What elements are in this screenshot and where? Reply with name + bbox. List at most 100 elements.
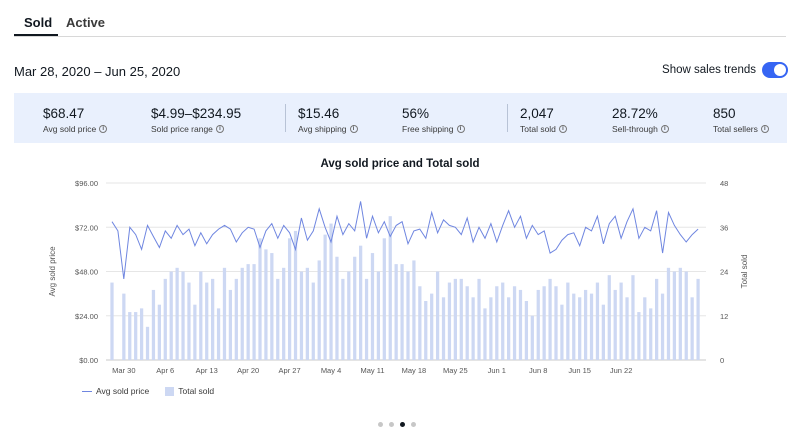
bar bbox=[501, 282, 505, 360]
selected-tab-indicator bbox=[14, 34, 58, 36]
bar bbox=[631, 275, 635, 360]
stat-sold-price-range: $4.99–$234.95 Sold price range i bbox=[151, 106, 241, 134]
bar bbox=[660, 293, 665, 360]
bar bbox=[252, 264, 256, 360]
bar bbox=[347, 271, 351, 360]
y-right-tick-label: 36 bbox=[720, 223, 728, 232]
tab-active[interactable]: Active bbox=[66, 15, 106, 30]
x-tick-label: Jun 22 bbox=[610, 366, 633, 375]
bar bbox=[264, 249, 268, 360]
bar bbox=[228, 289, 233, 360]
stat-sell-through: 28.72% Sell-through i bbox=[612, 106, 669, 134]
stat-label: Sold price range bbox=[151, 124, 213, 134]
x-tick-label: May 4 bbox=[321, 366, 341, 375]
x-tick-label: Apr 27 bbox=[279, 366, 301, 375]
y-left-tick-label: $24.00 bbox=[75, 312, 98, 321]
bar bbox=[169, 271, 173, 360]
bar bbox=[477, 278, 481, 360]
legend-total-sold[interactable]: Total sold bbox=[178, 386, 215, 396]
info-icon[interactable]: i bbox=[349, 125, 358, 133]
bar bbox=[400, 264, 404, 360]
avg-price-line bbox=[111, 201, 699, 279]
stat-label: Total sellers bbox=[713, 124, 758, 134]
bar bbox=[578, 297, 582, 360]
bar bbox=[388, 216, 392, 360]
stat-value: 850 bbox=[713, 106, 736, 121]
bar bbox=[613, 289, 617, 360]
x-tick-label: Jun 8 bbox=[529, 366, 547, 375]
date-range: Mar 28, 2020 – Jun 25, 2020 bbox=[14, 64, 181, 79]
stats-panel: $68.47 Avg sold price i $4.99–$234.95 Sol… bbox=[14, 93, 787, 143]
bar bbox=[299, 271, 304, 360]
bar bbox=[625, 297, 629, 360]
bar bbox=[282, 267, 286, 360]
carousel-pagination bbox=[378, 422, 416, 427]
bar bbox=[666, 267, 671, 360]
carousel-dot-active[interactable] bbox=[400, 422, 405, 427]
bar bbox=[110, 282, 114, 360]
y-left-axis-title: Avg sold price bbox=[48, 246, 57, 297]
bar bbox=[530, 315, 534, 360]
bar bbox=[536, 289, 540, 360]
carousel-dot[interactable] bbox=[411, 422, 416, 427]
bar bbox=[619, 282, 623, 360]
tab-sold[interactable]: Sold bbox=[24, 15, 53, 30]
carousel-dot[interactable] bbox=[389, 422, 394, 427]
x-tick-label: Jun 15 bbox=[568, 366, 591, 375]
bar bbox=[678, 267, 682, 360]
legend-avg-sold-price[interactable]: Avg sold price bbox=[96, 386, 150, 396]
bar bbox=[637, 312, 641, 360]
bar bbox=[649, 308, 653, 360]
bar bbox=[382, 238, 386, 360]
info-icon[interactable]: i bbox=[99, 125, 108, 133]
bar bbox=[441, 297, 446, 360]
bar bbox=[258, 238, 262, 360]
bar bbox=[459, 278, 463, 360]
stat-total-sold: 2,047 Total sold i bbox=[520, 106, 567, 134]
bar bbox=[163, 278, 167, 360]
sales-trends-toggle[interactable] bbox=[762, 62, 788, 78]
toggle-knob bbox=[774, 64, 786, 76]
info-icon[interactable]: i bbox=[215, 125, 224, 133]
y-right-tick-label: 48 bbox=[720, 179, 728, 188]
info-icon[interactable]: i bbox=[760, 125, 769, 133]
y-right-tick-label: 0 bbox=[720, 356, 724, 365]
stat-value: $15.46 bbox=[298, 106, 340, 121]
bar bbox=[287, 238, 292, 360]
divider bbox=[285, 104, 286, 132]
bar bbox=[222, 267, 227, 360]
sales-trends-label: Show sales trends bbox=[662, 64, 756, 76]
bar bbox=[376, 271, 381, 360]
bar bbox=[145, 326, 150, 360]
stat-value: $4.99–$234.95 bbox=[151, 106, 242, 121]
chart-title: Avg sold price and Total sold bbox=[320, 158, 480, 170]
bar bbox=[483, 308, 487, 360]
stat-label: Free shipping bbox=[402, 124, 454, 134]
carousel-dot[interactable] bbox=[378, 422, 383, 427]
info-icon[interactable]: i bbox=[456, 125, 465, 133]
stat-avg-sold-price: $68.47 Avg sold price i bbox=[43, 106, 108, 134]
info-icon[interactable]: i bbox=[660, 125, 669, 133]
bar bbox=[246, 264, 250, 360]
bar bbox=[696, 278, 700, 360]
bar bbox=[548, 278, 552, 360]
stat-avg-shipping: $15.46 Avg shipping i bbox=[298, 106, 358, 134]
x-tick-label: May 25 bbox=[443, 366, 468, 375]
bar bbox=[305, 267, 309, 360]
bar bbox=[134, 312, 138, 360]
bar bbox=[595, 282, 600, 360]
y-left-tick-label: $96.00 bbox=[75, 179, 98, 188]
info-icon[interactable]: i bbox=[558, 125, 567, 133]
bar bbox=[317, 260, 321, 360]
x-tick-label: May 18 bbox=[402, 366, 427, 375]
bar bbox=[276, 278, 280, 360]
bar bbox=[240, 267, 244, 360]
bar bbox=[359, 245, 363, 360]
bar bbox=[524, 301, 529, 360]
x-tick-label: May 11 bbox=[360, 366, 384, 375]
bar bbox=[394, 264, 398, 360]
bar bbox=[424, 301, 428, 360]
bar bbox=[193, 304, 197, 360]
bar bbox=[370, 253, 375, 360]
bar bbox=[583, 289, 588, 360]
